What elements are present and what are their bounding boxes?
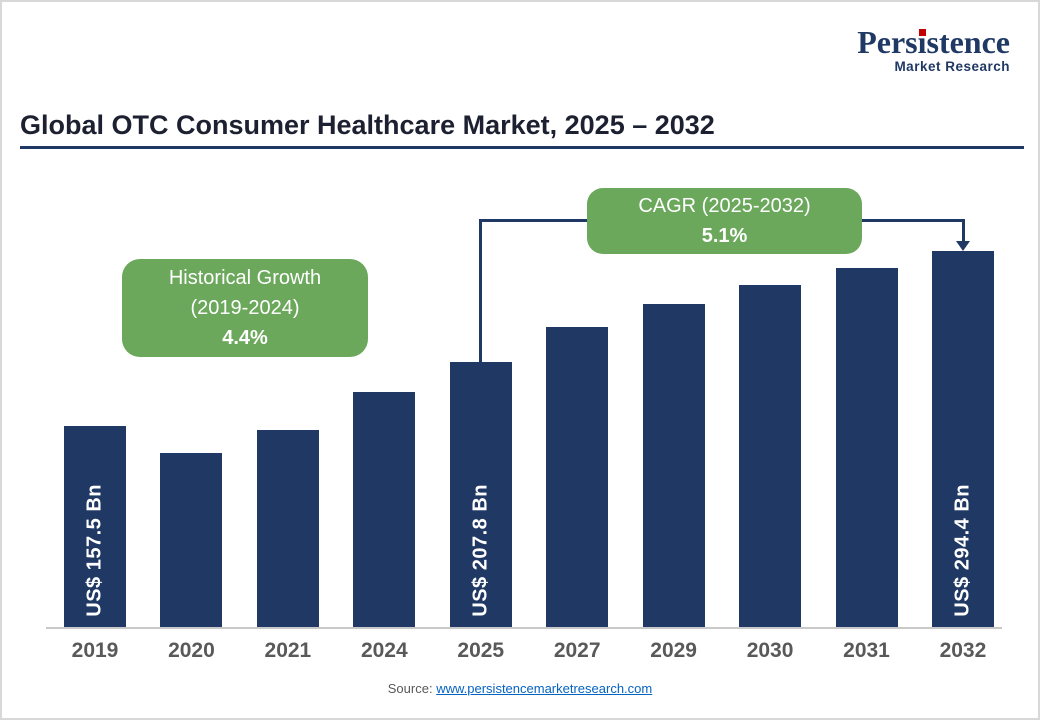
logo-subtitle: Market Research [894, 59, 1010, 74]
x-axis-labels: 2019 2020 2021 2024 2025 2027 2029 2030 2031 2032 [64, 639, 994, 663]
bracket-line-vertical-2025 [479, 219, 482, 362]
bar-2020 [160, 453, 223, 627]
x-axis-label-2027: 2027 [553, 639, 601, 662]
logo-wordmark: Persistence [857, 26, 1010, 58]
x-axis-label-2025: 2025 [457, 639, 505, 662]
bar-value-label-2032: US$ 294.4 Bn [951, 484, 974, 617]
cagr-value: 5.1% [701, 225, 748, 247]
bar-2027 [546, 327, 609, 627]
x-axis-label-2030: 2030 [746, 639, 794, 662]
x-axis-label-2031: 2031 [843, 639, 890, 662]
historical-growth-line2: (2019-2024) [190, 297, 300, 319]
bar-2019: US$ 157.5 Bn [64, 426, 126, 627]
historical-growth-callout: Historical Growth (2019-2024) 4.4% [122, 259, 368, 357]
bar-value-label-2019: US$ 157.5 Bn [83, 484, 106, 617]
x-axis-label-2019: 2019 [71, 639, 119, 662]
x-axis-label-2020: 2020 [168, 639, 215, 662]
bar-2025: US$ 207.8 Bn [449, 362, 512, 627]
pmr-logo: Persistence Market Research [857, 26, 1010, 74]
page-title: Global OTC Consumer Healthcare Market, 2… [20, 110, 715, 140]
bar-2021 [256, 430, 319, 627]
title-underline [20, 146, 1024, 149]
bar-2032: US$ 294.4 Bn [931, 251, 994, 627]
cagr-callout: CAGR (2025-2032) 5.1% [587, 188, 862, 254]
source-line: Source: www.persistencemarketresearch.co… [2, 681, 1038, 696]
source-link[interactable]: www.persistencemarketresearch.com [436, 681, 653, 696]
x-axis-line [46, 627, 1002, 629]
x-axis-label-2021: 2021 [264, 639, 312, 662]
bars: US$ 157.5 Bn US$ 207.8 Bn US$ 294.4 Bn [64, 247, 994, 627]
bracket-arrowhead-icon [956, 241, 970, 251]
logo-letter-i-red-dot: i [917, 24, 927, 60]
source-prefix: Source: [387, 681, 433, 696]
logo-text-pre: Pers [857, 24, 918, 60]
historical-growth-value: 4.4% [222, 327, 268, 349]
historical-growth-line1: Historical Growth [168, 267, 322, 289]
logo-text-post: stence [926, 24, 1010, 60]
x-axis-label-2024: 2024 [360, 639, 408, 662]
bar-value-label-2025: US$ 207.8 Bn [469, 484, 492, 617]
bar-2031 [835, 268, 898, 627]
bar-2024 [353, 392, 416, 627]
x-axis-label-2029: 2029 [650, 639, 697, 662]
x-axis-label-2032: 2032 [939, 639, 987, 662]
bracket-line-vertical-2032 [962, 219, 965, 242]
bar-2030 [739, 285, 802, 627]
bar-2029 [642, 304, 705, 627]
cagr-line1: CAGR (2025-2032) [638, 195, 811, 217]
